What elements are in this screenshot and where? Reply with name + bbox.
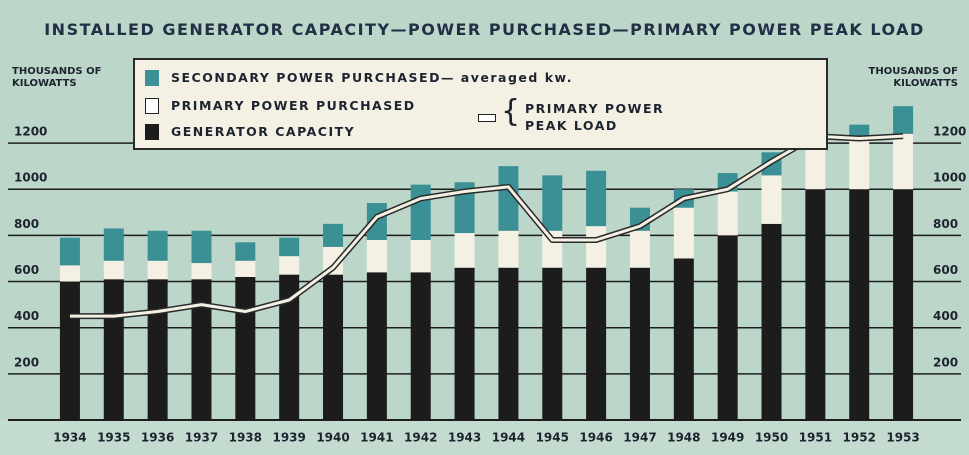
- bar-segment: [323, 274, 344, 420]
- x-tick-label: 1940: [316, 431, 349, 445]
- x-tick-label: 1946: [579, 431, 612, 445]
- y2-tick-label: 400: [933, 309, 958, 323]
- y2-tick-label: 1200: [933, 125, 966, 139]
- bar-segment: [191, 263, 212, 280]
- x-tick-label: 1945: [536, 431, 569, 445]
- bar-segment: [805, 189, 826, 420]
- x-tick-label: 1936: [141, 431, 174, 445]
- bar-segment: [542, 175, 563, 231]
- bar-segment: [279, 274, 300, 420]
- x-tick-label: 1944: [492, 431, 525, 445]
- bar-segment: [498, 230, 519, 268]
- bar-segment: [103, 260, 124, 280]
- bar-segment: [849, 140, 870, 190]
- bar-segment: [191, 279, 212, 420]
- bar-segment: [761, 175, 782, 224]
- x-tick-label: 1951: [799, 431, 832, 445]
- bar-segment: [147, 260, 168, 280]
- bar-segment: [673, 207, 694, 259]
- bar-segment: [893, 133, 914, 190]
- legend-swatch: [145, 98, 159, 114]
- y-tick-label: 600: [14, 263, 39, 277]
- bar-segment: [454, 233, 475, 268]
- bar-segment: [147, 279, 168, 420]
- x-tick-label: 1934: [53, 431, 86, 445]
- bar-segment: [629, 230, 650, 268]
- bar-segment: [586, 226, 607, 268]
- bar-segment: [235, 260, 256, 277]
- bar-segment: [235, 276, 256, 420]
- x-tick-label: 1948: [667, 431, 700, 445]
- bar-segment: [498, 166, 519, 231]
- y-tick-label: 800: [14, 217, 39, 231]
- label-band: [0, 420, 969, 455]
- bar-segment: [586, 267, 607, 420]
- legend-brace: {: [501, 94, 522, 129]
- bar-segment: [893, 189, 914, 420]
- bar-segment: [103, 279, 124, 420]
- legend-swatch: [145, 70, 159, 86]
- bar-segment: [103, 228, 124, 261]
- x-tick-label: 1950: [755, 431, 788, 445]
- bar-segment: [410, 272, 431, 420]
- x-tick-label: 1935: [97, 431, 130, 445]
- bar-segment: [59, 237, 80, 266]
- bar-segment: [542, 267, 563, 420]
- legend-swatch: [145, 124, 159, 140]
- bar-segment: [147, 230, 168, 261]
- y2-tick-label: 1000: [933, 171, 966, 185]
- legend: SECONDARY POWER PURCHASED— averaged kw. …: [133, 58, 828, 150]
- legend-label: PRIMARY POWER PURCHASED: [171, 98, 416, 113]
- bar-segment: [586, 170, 607, 227]
- y-tick-label: 400: [14, 309, 39, 323]
- bar-segment: [366, 272, 387, 420]
- legend-label: PRIMARY POWER PEAK LOAD: [525, 101, 665, 133]
- bar-segment: [279, 256, 300, 275]
- legend-label: SECONDARY POWER PURCHASED— averaged kw.: [171, 70, 573, 85]
- y2-tick-label: 200: [933, 355, 958, 369]
- bar-segment: [279, 237, 300, 257]
- bar-segment: [805, 140, 826, 190]
- bar-segment: [366, 240, 387, 273]
- bar-segment: [761, 223, 782, 420]
- bar-segment: [849, 189, 870, 420]
- x-tick-label: 1937: [185, 431, 218, 445]
- x-tick-label: 1952: [843, 431, 876, 445]
- bar-segment: [673, 258, 694, 420]
- legend-swatch: [478, 114, 496, 122]
- bar-segment: [410, 240, 431, 273]
- bar-segment: [323, 223, 344, 247]
- y2-tick-label: 600: [933, 263, 958, 277]
- x-tick-label: 1938: [229, 431, 262, 445]
- x-tick-label: 1947: [623, 431, 656, 445]
- bar-segment: [629, 267, 650, 420]
- x-tick-label: 1949: [711, 431, 744, 445]
- bar-segment: [410, 184, 431, 240]
- x-tick-label: 1953: [886, 431, 919, 445]
- bar-segment: [498, 267, 519, 420]
- x-tick-label: 1943: [448, 431, 481, 445]
- x-tick-label: 1939: [272, 431, 305, 445]
- x-tick-label: 1942: [404, 431, 437, 445]
- y-axis-label: THOUSANDS OF KILOWATTS: [12, 66, 102, 89]
- legend-label: GENERATOR CAPACITY: [171, 124, 356, 139]
- bar-segment: [454, 267, 475, 420]
- line: [69, 134, 904, 318]
- bar-segment: [893, 106, 914, 134]
- chart-title: INSTALLED GENERATOR CAPACITY—POWER PURCH…: [44, 20, 925, 39]
- bar-segment: [717, 235, 738, 420]
- bar-segment: [191, 230, 212, 264]
- bar-segment: [59, 265, 80, 282]
- bar-segment: [235, 242, 256, 261]
- bar-segment: [717, 191, 738, 236]
- y-tick-label: 1200: [14, 125, 47, 139]
- y2-axis-label: THOUSANDS OF KILOWATTS: [868, 66, 958, 89]
- x-tick-label: 1941: [360, 431, 393, 445]
- y-tick-label: 200: [14, 355, 39, 369]
- y-tick-label: 1000: [14, 171, 47, 185]
- y2-tick-label: 800: [933, 217, 958, 231]
- bar-segment: [59, 281, 80, 420]
